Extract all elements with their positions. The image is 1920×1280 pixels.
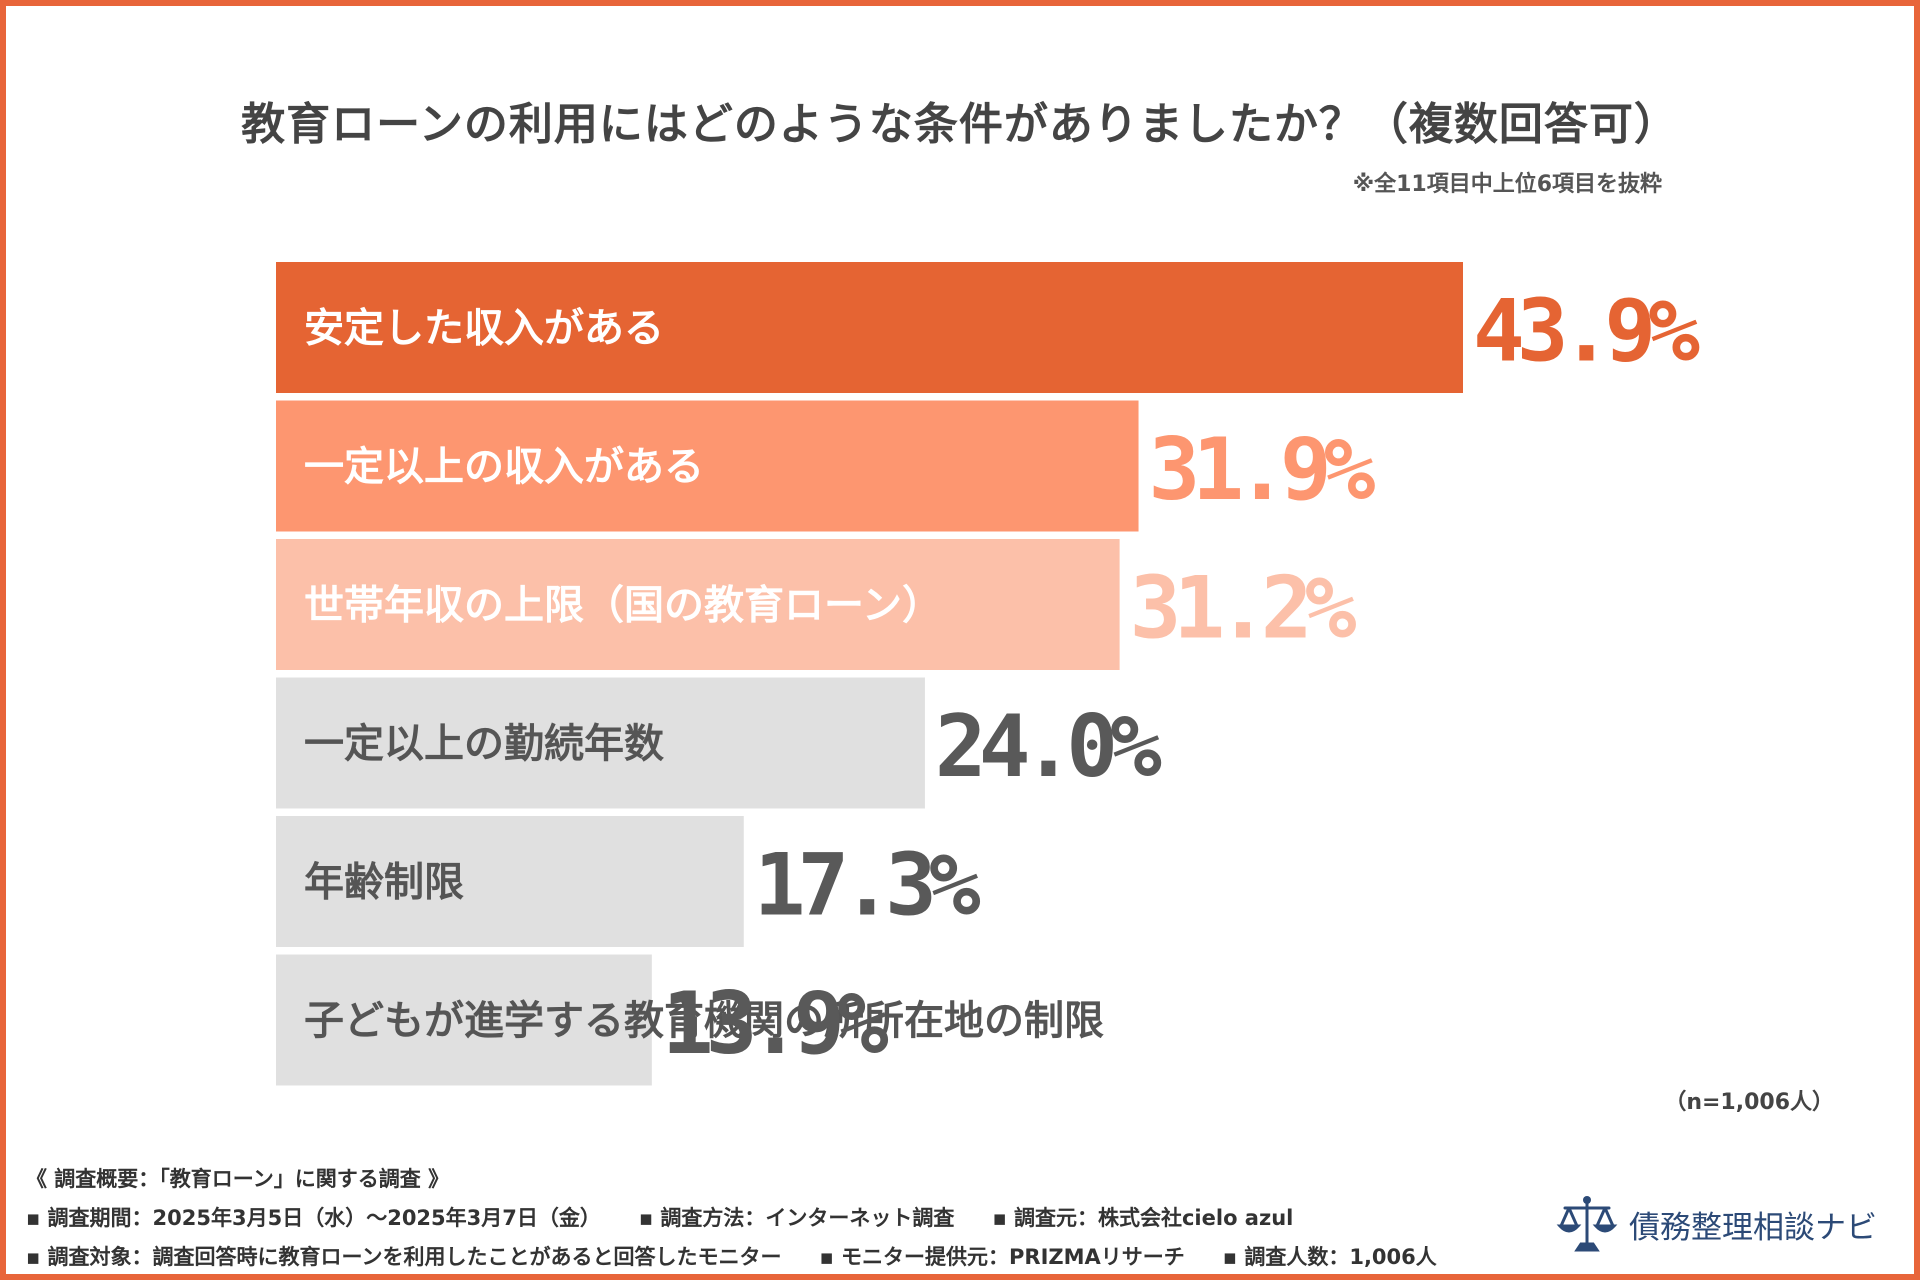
- survey-provider: ▪ モニター提供元：PRIZMAリサーチ: [819, 1245, 1185, 1269]
- chart-title: 教育ローンの利用にはどのような条件がありましたか？（複数回答可）: [241, 99, 1679, 150]
- survey-line-1: ▪ 調査期間：2025年3月5日（水）〜2025年3月7日（金） ▪ 調査方法：イ…: [26, 1199, 1475, 1238]
- category-label-1: 安定した収入がある: [304, 306, 664, 352]
- category-label-6: 子どもが進学する教育機関の所所在地の制限: [304, 998, 1104, 1044]
- scales-icon: [1556, 1196, 1618, 1252]
- category-label-4: 一定以上の勤続年数: [304, 721, 664, 767]
- bar-2: [276, 400, 1139, 532]
- value-label-6: 13.9%: [662, 974, 889, 1074]
- survey-line-2: ▪ 調査対象：調査回答時に教育ローンを利用したことがあると回答したモニター ▪ モ…: [26, 1238, 1475, 1277]
- bar-5: [276, 816, 744, 947]
- survey-overview: 《 調査概要：「教育ローン」に関する調査 》 ▪ 調査期間：2025年3月5日（…: [26, 1160, 1475, 1277]
- sample-size-label: （n=1,006人）: [1664, 1090, 1834, 1115]
- bar-3: [276, 539, 1120, 670]
- category-label-2: 一定以上の収入がある: [304, 444, 704, 490]
- brand-logo: 債務整理相談ナビ: [1555, 1192, 1877, 1256]
- value-label-2: 31.9%: [1149, 420, 1376, 520]
- value-label-5: 17.3%: [754, 836, 981, 936]
- value-label-3: 31.2%: [1130, 559, 1357, 659]
- bar-6: [276, 954, 652, 1086]
- survey-source: ▪ 調査元：株式会社cielo azul: [992, 1206, 1294, 1230]
- survey-target: ▪ 調査対象：調査回答時に教育ローンを利用したことがあると回答したモニター: [26, 1245, 782, 1269]
- survey-method: ▪ 調査方法：インターネット調査: [638, 1206, 955, 1230]
- bar-4: [276, 677, 925, 809]
- survey-period: ▪ 調査期間：2025年3月5日（水）〜2025年3月7日（金）: [26, 1206, 601, 1230]
- category-label-5: 年齢制限: [304, 860, 464, 906]
- bar-1: [276, 262, 1463, 393]
- chart-note: ※全11項目中上位6項目を抜粋: [1352, 172, 1662, 197]
- value-label-1: 43.9%: [1473, 282, 1700, 382]
- category-label-3: 世帯年収の上限（国の教育ローン）: [304, 583, 942, 629]
- survey-count: ▪ 調査人数：1,006人: [1222, 1245, 1437, 1269]
- value-label-4: 24.0%: [935, 697, 1162, 797]
- survey-heading: 《 調査概要：「教育ローン」に関する調査 》: [26, 1167, 450, 1191]
- brand-name: 債務整理相談ナビ: [1629, 1209, 1877, 1246]
